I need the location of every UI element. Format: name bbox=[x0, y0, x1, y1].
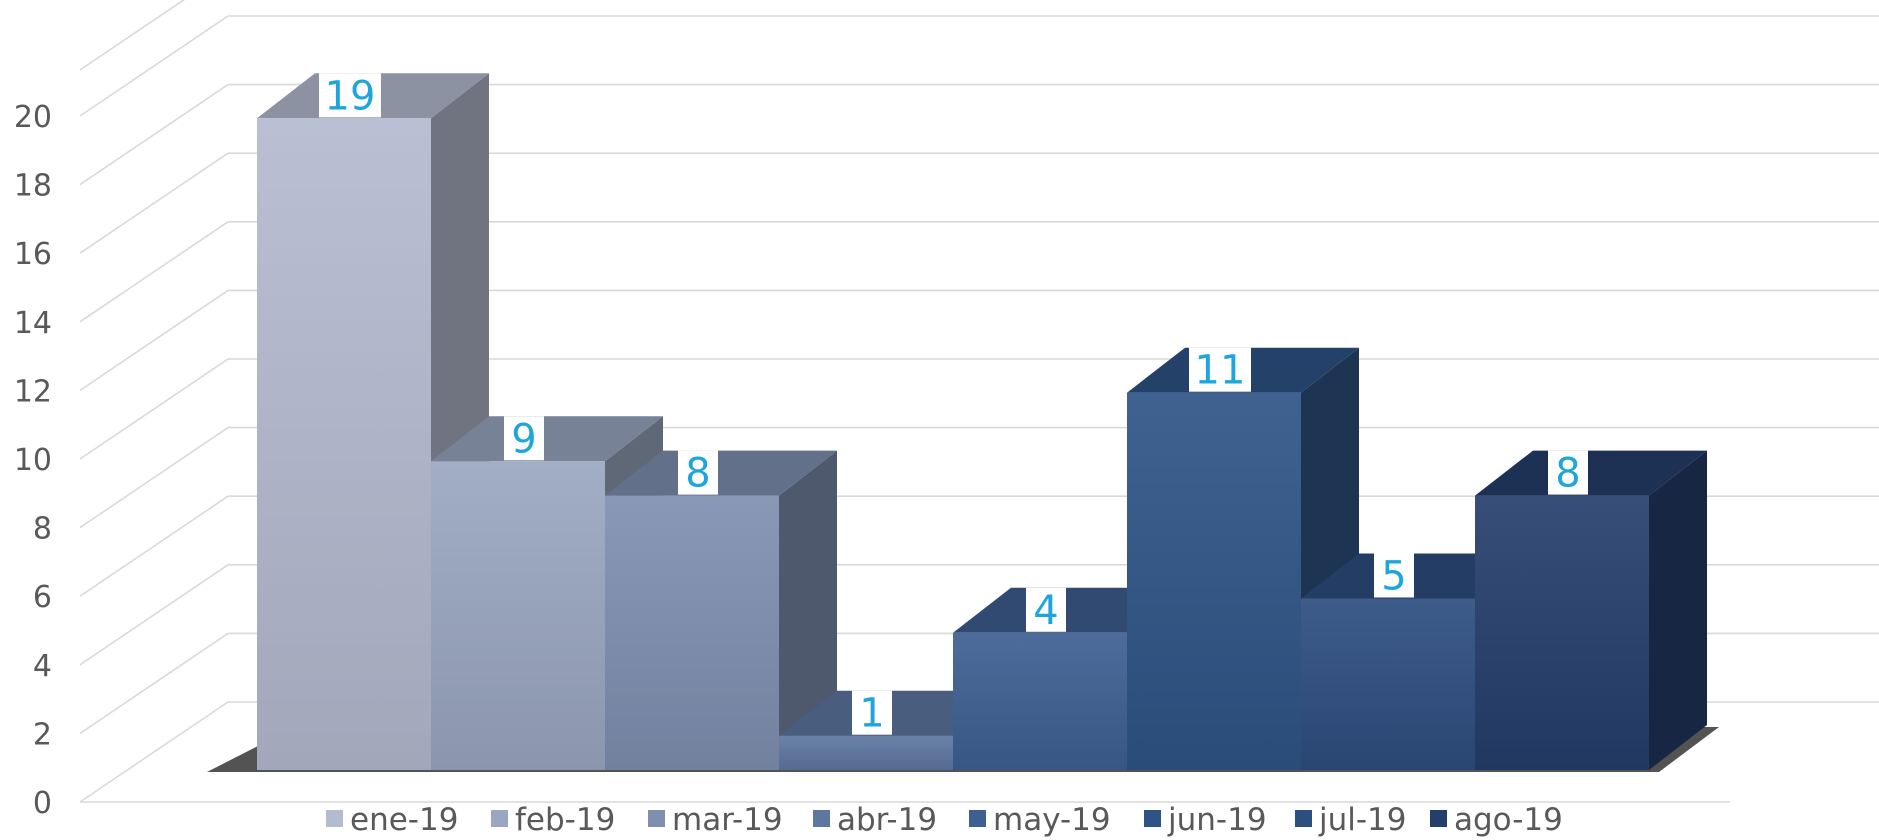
legend-label: mar-19 bbox=[672, 802, 783, 838]
bars bbox=[257, 73, 1707, 771]
gridline-side bbox=[79, 701, 229, 803]
legend-item-ene-19: ene-19 bbox=[326, 802, 458, 838]
legend-swatch bbox=[1144, 810, 1161, 827]
bar-top bbox=[605, 450, 837, 496]
y-tick-label: 18 bbox=[14, 169, 52, 204]
bar-side bbox=[779, 450, 837, 770]
data-label-feb-19: 9 bbox=[504, 416, 544, 462]
legend-item-jul-19: jul-19 bbox=[1295, 802, 1407, 838]
legend-label: abr-19 bbox=[837, 802, 937, 838]
legend-label: may-19 bbox=[993, 802, 1111, 838]
data-label-value: 11 bbox=[1195, 348, 1246, 394]
gridline-side bbox=[79, 15, 229, 117]
data-label-ago-19: 8 bbox=[1548, 450, 1588, 497]
y-axis: 0 2 4 6 8 10 12 14 16 18 20 bbox=[14, 100, 52, 821]
data-label-value: 4 bbox=[1033, 588, 1058, 634]
data-labels: 19 9 8 1 4 11 5 8 bbox=[319, 73, 1588, 737]
bar-front bbox=[1475, 495, 1649, 770]
legend-swatch bbox=[491, 810, 508, 827]
y-tick-label: 8 bbox=[33, 512, 52, 547]
bar-front bbox=[1301, 598, 1475, 770]
legend-swatch bbox=[1295, 810, 1312, 827]
legend-item-may-19: may-19 bbox=[969, 802, 1111, 838]
data-label-box bbox=[1548, 450, 1588, 495]
bar-front bbox=[1127, 392, 1301, 770]
y-tick-label: 10 bbox=[14, 443, 52, 478]
legend-item-abr-19: abr-19 bbox=[813, 802, 937, 838]
legend-swatch bbox=[326, 810, 343, 827]
legend-label: ene-19 bbox=[350, 802, 458, 838]
data-label-value: 8 bbox=[1555, 451, 1580, 497]
bar-mar-19 bbox=[605, 450, 837, 770]
legend-item-ago-19: ago-19 bbox=[1430, 802, 1563, 838]
bar-front bbox=[431, 461, 605, 770]
data-label-box bbox=[1189, 347, 1251, 392]
data-label-jul-19: 5 bbox=[1374, 553, 1414, 600]
data-label-value: 5 bbox=[1381, 554, 1406, 600]
y-tick-label: 6 bbox=[33, 580, 52, 615]
legend-label: jul-19 bbox=[1318, 802, 1407, 838]
data-label-value: 9 bbox=[511, 416, 536, 462]
bar-top bbox=[1475, 450, 1707, 496]
data-label-box bbox=[1374, 553, 1414, 598]
data-label-box bbox=[852, 690, 892, 735]
bar-ago-19 bbox=[1475, 450, 1707, 770]
legend-swatch bbox=[969, 810, 986, 827]
legend-swatch bbox=[1430, 810, 1447, 827]
bar-front bbox=[605, 495, 779, 770]
legend-item-feb-19: feb-19 bbox=[491, 802, 615, 838]
bar-front bbox=[779, 735, 953, 770]
data-label-jun-19: 11 bbox=[1189, 347, 1251, 394]
data-label-box bbox=[678, 450, 718, 495]
gridline-side bbox=[79, 564, 229, 666]
data-label-box bbox=[504, 416, 544, 461]
gridline-side bbox=[79, 426, 229, 529]
legend-item-mar-19: mar-19 bbox=[648, 802, 783, 838]
gridline-side bbox=[79, 152, 229, 254]
legend-swatch bbox=[648, 810, 665, 827]
data-label-may-19: 4 bbox=[1026, 587, 1066, 634]
legend: ene-19 feb-19 mar-19 abr-19 may-19 jun-19 jul-… bbox=[326, 802, 1563, 838]
gridline-side bbox=[79, 83, 229, 186]
data-label-box bbox=[1026, 587, 1066, 632]
data-label-box bbox=[319, 73, 381, 118]
bar-front bbox=[953, 632, 1127, 770]
data-label-mar-19: 8 bbox=[678, 450, 718, 497]
legend-label: jun-19 bbox=[1167, 802, 1267, 838]
gridline-side bbox=[79, 632, 229, 735]
gridline-side bbox=[79, 221, 229, 323]
bar-top bbox=[431, 416, 663, 462]
data-label-ene-19: 19 bbox=[319, 73, 381, 119]
y-tick-label: 16 bbox=[14, 237, 52, 272]
y-tick-label: 12 bbox=[14, 374, 52, 409]
y-tick-label: 14 bbox=[14, 306, 52, 341]
data-label-abr-19: 1 bbox=[852, 690, 892, 737]
gridline-side bbox=[79, 289, 229, 392]
bar-side bbox=[1649, 450, 1707, 770]
data-label-value: 1 bbox=[859, 691, 884, 737]
legend-swatch bbox=[813, 810, 830, 827]
gridline-side bbox=[79, 495, 229, 597]
legend-item-jun-19: jun-19 bbox=[1144, 802, 1267, 838]
y-tick-label: 2 bbox=[33, 717, 52, 752]
y-tick-label: 0 bbox=[33, 786, 52, 821]
bar-front bbox=[257, 118, 431, 771]
data-label-value: 19 bbox=[325, 73, 376, 119]
gridline-side bbox=[79, 0, 186, 71]
data-label-value: 8 bbox=[685, 451, 710, 497]
y-tick-label: 20 bbox=[14, 100, 52, 135]
gridline-side bbox=[79, 358, 229, 460]
legend-label: ago-19 bbox=[1454, 802, 1563, 838]
legend-label: feb-19 bbox=[515, 802, 615, 838]
y-tick-label: 4 bbox=[33, 649, 52, 684]
